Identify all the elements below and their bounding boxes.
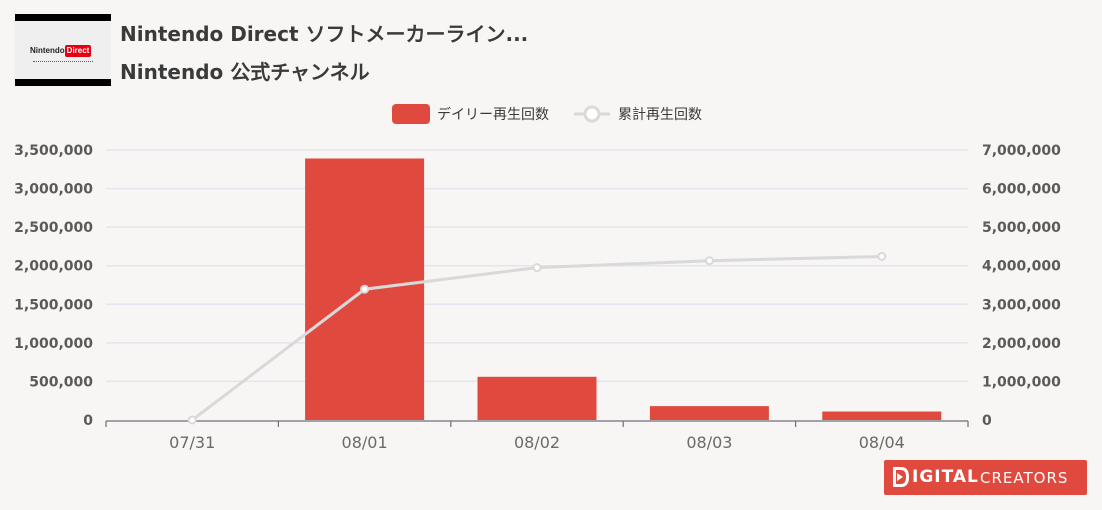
line-series (187, 251, 887, 425)
left-tick-label: 1,000,000 (14, 336, 93, 352)
legend-bar-label: デイリー再生回数 (437, 106, 549, 123)
legend-line-marker (583, 105, 601, 123)
digital-creators-logo: IGITAL CREATORS (884, 460, 1087, 495)
line-point (704, 256, 714, 266)
chart-legend: デイリー再生回数 累計再生回数 (392, 104, 702, 124)
legend-bar-swatch (392, 104, 430, 124)
brand-d-icon (893, 467, 909, 487)
right-axis-ticks: 0 1,000,000 2,000,000 3,000,000 4,000,000 5,0… (982, 143, 1061, 429)
left-tick-label: 500,000 (29, 374, 93, 390)
x-tick-label: 08/01 (342, 433, 388, 452)
video-title[interactable]: Nintendo Direct ソフトメーカーライン... (120, 22, 529, 46)
axes (105, 420, 969, 427)
x-tick-label: 08/02 (514, 433, 560, 452)
x-tick-label: 07/31 (169, 433, 215, 452)
thumbnail-subline (33, 61, 93, 64)
x-tick-label: 08/04 (859, 433, 905, 452)
right-tick-label: 1,000,000 (982, 374, 1061, 390)
right-tick-label: 4,000,000 (982, 259, 1061, 275)
logo-word: Nintendo (30, 46, 65, 55)
left-tick-label: 2,000,000 (14, 259, 93, 275)
nintendo-direct-logo: Nintendo Direct (30, 45, 94, 57)
video-header: Nintendo Direct Nintendo Direct ソフトメーカーライ… (15, 14, 815, 88)
bar (649, 406, 769, 420)
left-tick-label: 1,500,000 (14, 297, 93, 313)
logo-badge: Direct (64, 45, 92, 57)
line-point (877, 251, 887, 261)
left-tick-label: 3,500,000 (14, 143, 93, 159)
left-axis-ticks: 0 500,000 1,000,000 1,500,000 2,000,000 2,500… (14, 143, 93, 429)
right-tick-label: 3,000,000 (982, 297, 1061, 313)
line-point (187, 415, 197, 425)
line-point (360, 284, 370, 294)
right-tick-label: 6,000,000 (982, 182, 1061, 198)
thumbnail-frame: Nintendo Direct (15, 21, 111, 79)
x-tick-label: 08/03 (686, 433, 732, 452)
right-tick-label: 5,000,000 (982, 220, 1061, 236)
right-tick-label: 2,000,000 (982, 336, 1061, 352)
left-tick-label: 2,500,000 (14, 220, 93, 236)
right-tick-label: 7,000,000 (982, 143, 1061, 159)
bar (822, 411, 942, 420)
x-axis-ticks: 07/31 08/01 08/02 08/03 08/04 (169, 433, 905, 452)
line-point (532, 263, 542, 273)
channel-name[interactable]: Nintendo 公式チャンネル (120, 60, 370, 84)
brand-digital: IGITAL (912, 467, 979, 487)
right-tick-label: 0 (982, 413, 992, 429)
video-thumbnail[interactable]: Nintendo Direct (15, 14, 111, 86)
legend-line-label: 累計再生回数 (618, 107, 702, 123)
bar (477, 376, 597, 420)
left-tick-label: 0 (83, 413, 93, 429)
left-tick-label: 3,000,000 (14, 182, 93, 198)
brand-creators: CREATORS (980, 469, 1069, 487)
